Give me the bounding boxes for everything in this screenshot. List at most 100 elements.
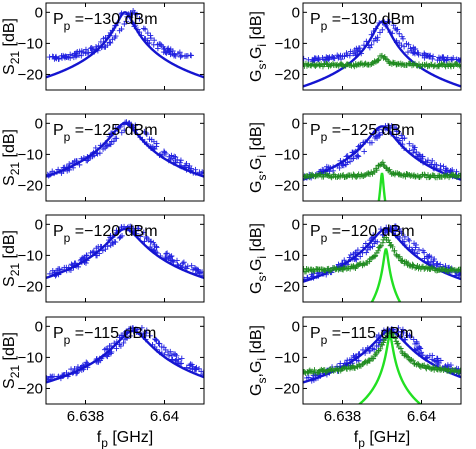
green-marker xyxy=(382,335,389,342)
green-marker xyxy=(309,171,316,178)
x-axis-label: fp [GHz] xyxy=(354,429,410,449)
plot-area xyxy=(46,325,210,384)
blue-marker xyxy=(184,263,191,269)
blue-marker xyxy=(363,240,369,247)
blue-marker xyxy=(84,253,90,259)
green-marker xyxy=(380,159,386,166)
blue-marker xyxy=(306,374,312,381)
green-marker xyxy=(400,172,406,179)
blue-marker xyxy=(442,363,449,369)
blue-marker xyxy=(428,254,434,260)
blue-data-series xyxy=(303,18,461,65)
green-marker xyxy=(377,244,383,250)
green-marker xyxy=(367,358,373,364)
plot-area xyxy=(303,122,461,201)
blue-marker xyxy=(347,48,354,55)
y-tick-label: −20 xyxy=(18,177,43,194)
blue-marker xyxy=(66,161,72,167)
y-axis-label: Gs,Gi [dB] xyxy=(248,223,269,294)
blue-marker xyxy=(183,161,190,167)
axes-frame xyxy=(45,113,205,202)
green-marker xyxy=(457,172,461,179)
blue-marker xyxy=(97,150,103,156)
blue-marker xyxy=(457,57,461,63)
blue-marker xyxy=(178,52,185,59)
green-marker xyxy=(368,255,374,262)
blue-fit-line xyxy=(303,125,461,181)
green-marker xyxy=(410,357,416,364)
y-tick-label: −20 xyxy=(18,66,43,83)
blue-marker xyxy=(410,336,417,343)
blue-marker xyxy=(107,233,114,239)
y-tick-label: −10 xyxy=(275,247,300,264)
blue-fit-line xyxy=(46,227,204,280)
axes-frame xyxy=(45,214,205,303)
blue-marker xyxy=(425,157,431,163)
green-marker xyxy=(398,258,405,264)
y-tick-label: −20 xyxy=(275,278,300,295)
blue-marker xyxy=(204,169,210,175)
blue-marker xyxy=(398,230,405,236)
blue-marker xyxy=(331,55,338,62)
blue-marker xyxy=(355,153,362,160)
green-marker xyxy=(456,368,461,375)
blue-marker xyxy=(405,41,412,48)
blue-marker xyxy=(344,159,351,166)
blue-marker xyxy=(207,170,213,176)
blue-marker xyxy=(192,366,199,372)
blue-marker xyxy=(171,51,178,58)
blue-marker xyxy=(369,243,376,250)
y-tick-label: −10 xyxy=(275,146,300,163)
blue-marker xyxy=(60,52,66,59)
blue-marker xyxy=(181,259,187,266)
green-marker xyxy=(392,335,399,342)
blue-marker xyxy=(380,127,387,133)
blue-marker xyxy=(417,345,424,352)
blue-marker xyxy=(350,155,357,162)
y-tick-label: 0 xyxy=(35,4,43,21)
blue-marker xyxy=(73,50,80,56)
green-marker xyxy=(453,61,460,68)
blue-marker xyxy=(153,243,160,250)
blue-marker xyxy=(392,228,398,235)
blue-marker xyxy=(144,327,150,334)
blue-marker xyxy=(204,371,210,377)
green-marker xyxy=(315,172,321,179)
blue-marker xyxy=(120,340,127,346)
blue-marker xyxy=(421,249,427,256)
blue-marker xyxy=(102,246,109,253)
y-tick-label: 0 xyxy=(35,318,43,335)
blue-marker xyxy=(165,45,172,52)
blue-marker xyxy=(153,336,159,343)
blue-marker xyxy=(126,223,132,230)
y-tick-label: −10 xyxy=(275,35,300,52)
panels: 0 −10 −20 Pp =−130 dBm S21 [dB] 0 −10 −20 Pp =−1… xyxy=(1,2,462,425)
blue-marker xyxy=(347,252,354,258)
green-fit-line xyxy=(357,333,422,404)
blue-fit-line xyxy=(46,11,204,79)
panel-3-left: 0 −10 −20 Pp =−120 dBm S21 [dB] xyxy=(1,214,205,303)
green-fit-line xyxy=(370,248,402,302)
blue-marker xyxy=(113,345,120,352)
y-axis-label: S21 [dB] xyxy=(1,230,22,287)
blue-marker xyxy=(386,19,393,25)
green-marker xyxy=(303,174,308,180)
blue-fit-line xyxy=(46,122,204,178)
blue-marker xyxy=(330,55,337,61)
blue-marker xyxy=(113,135,120,142)
green-marker xyxy=(374,167,380,173)
x-tick-label: 6.638 xyxy=(324,408,362,425)
plot-area xyxy=(303,18,461,88)
blue-marker xyxy=(91,248,97,255)
blue-marker xyxy=(433,162,440,168)
blue-marker xyxy=(171,153,177,160)
y-tick-label: −10 xyxy=(275,349,300,366)
blue-marker xyxy=(355,247,361,253)
blue-marker xyxy=(178,360,184,367)
blue-marker xyxy=(401,135,408,141)
green-marker xyxy=(322,171,328,178)
blue-marker xyxy=(402,234,408,240)
blue-marker xyxy=(395,329,402,335)
blue-marker xyxy=(414,340,420,347)
blue-marker xyxy=(83,46,89,53)
